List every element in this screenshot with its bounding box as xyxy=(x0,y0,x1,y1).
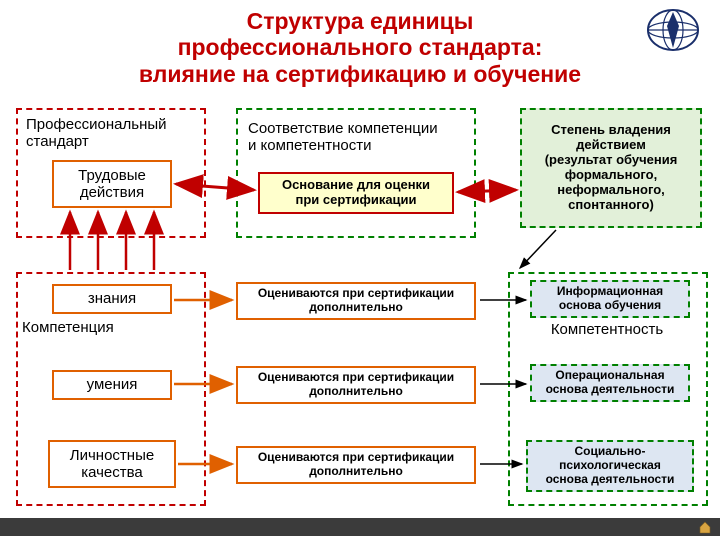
page-title: Структура единицы профессионального стан… xyxy=(0,0,720,87)
right-competency-label: Компетентность xyxy=(512,320,702,340)
box-mastery: Степень владения действием (результат об… xyxy=(520,108,702,228)
box-social-basis: Социально- психологическая основа деятел… xyxy=(526,440,694,492)
home-icon[interactable] xyxy=(698,520,712,534)
box-basis: Основание для оценки при сертификации xyxy=(258,172,454,214)
footer-bar xyxy=(0,518,720,536)
box-labor-actions: Трудовые действия xyxy=(52,160,172,208)
box-extra-1: Оцениваются при сертификации дополнитель… xyxy=(236,282,476,320)
box-oper-basis: Операциональная основа деятельности xyxy=(530,364,690,402)
box-extra-3: Оцениваются при сертификации дополнитель… xyxy=(236,446,476,484)
left-outer-label: Профессиональный стандарт xyxy=(26,116,167,151)
globe-logo-icon xyxy=(644,6,702,59)
box-knowledge: знания xyxy=(52,284,172,314)
left-competence-label: Компетенция xyxy=(18,318,128,338)
box-extra-2: Оцениваются при сертификации дополнитель… xyxy=(236,366,476,404)
box-skills: умения xyxy=(52,370,172,400)
box-personal: Личностные качества xyxy=(48,440,176,488)
mid-outer-label: Соответствие компетенции и компетентност… xyxy=(248,120,438,155)
box-info-basis: Информационная основа обучения xyxy=(530,280,690,318)
